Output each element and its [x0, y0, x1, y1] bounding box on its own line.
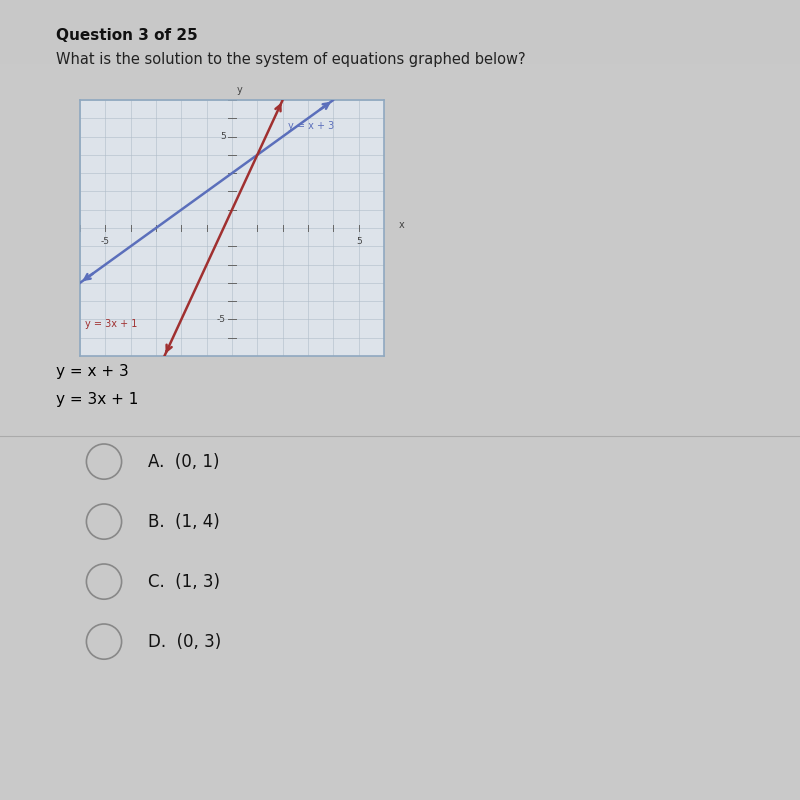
Text: Question 3 of 25: Question 3 of 25	[56, 28, 198, 43]
Text: 5: 5	[356, 237, 362, 246]
Text: y = x + 3: y = x + 3	[56, 364, 129, 379]
FancyBboxPatch shape	[0, 64, 800, 800]
Text: D.  (0, 3): D. (0, 3)	[148, 633, 222, 650]
Text: 5: 5	[220, 132, 226, 141]
Text: y = 3x + 1: y = 3x + 1	[56, 392, 138, 407]
Text: x: x	[399, 220, 405, 230]
Text: y = 3x + 1: y = 3x + 1	[85, 319, 138, 330]
Text: -5: -5	[101, 237, 110, 246]
Text: A.  (0, 1): A. (0, 1)	[148, 453, 219, 470]
Text: y = x + 3: y = x + 3	[288, 121, 334, 131]
Text: What is the solution to the system of equations graphed below?: What is the solution to the system of eq…	[56, 52, 526, 67]
Text: -5: -5	[217, 315, 226, 324]
Text: B.  (1, 4): B. (1, 4)	[148, 513, 220, 530]
Text: C.  (1, 3): C. (1, 3)	[148, 573, 220, 590]
Text: y: y	[237, 85, 243, 94]
